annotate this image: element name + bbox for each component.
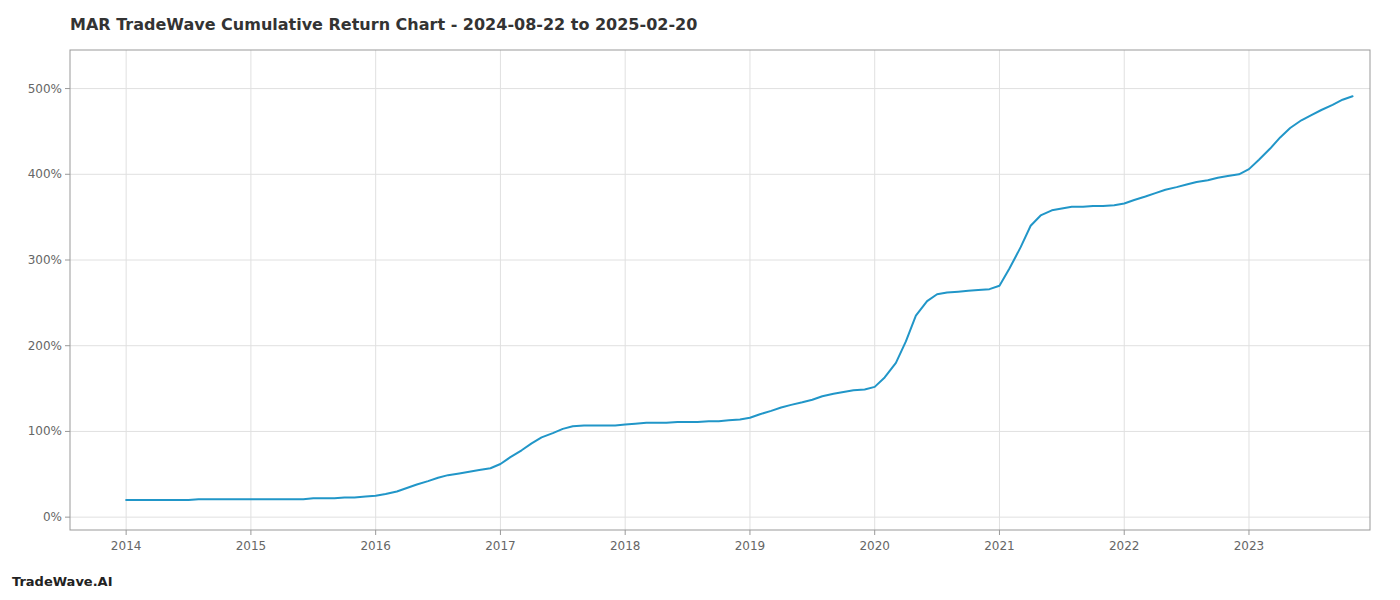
return-line: [126, 96, 1352, 500]
x-grid-line: [126, 50, 127, 530]
background: [0, 0, 1400, 600]
x-grid-line: [749, 50, 750, 530]
x-axis: 2014 2015 2016 2017 2018 2019 2020 2021 2022 2023: [111, 530, 1264, 553]
x-tick: [1248, 530, 1249, 535]
y-grid-line: [70, 517, 1370, 518]
x-tick: [874, 530, 875, 535]
grid: [70, 50, 1370, 530]
y-tick-label: 400%: [28, 167, 62, 181]
y-grid-line: [70, 260, 1370, 261]
y-grid-line: [70, 174, 1370, 175]
x-tick-label: 2018: [610, 539, 641, 553]
x-tick-label: 2021: [984, 539, 1015, 553]
plot-area: [126, 96, 1352, 500]
y-tick-label: 200%: [28, 339, 62, 353]
y-grid-line: [70, 88, 1370, 89]
x-tick: [999, 530, 1000, 535]
x-tick: [625, 530, 626, 535]
x-tick: [126, 530, 127, 535]
x-grid-line: [999, 50, 1000, 530]
y-axis: 0% 100% 200% 300% 400% 500%: [28, 82, 70, 525]
y-tick-label: 0%: [43, 510, 62, 524]
y-tick: [65, 517, 70, 518]
x-tick: [500, 530, 501, 535]
x-tick: [1124, 530, 1125, 535]
y-tick: [65, 88, 70, 89]
chart-svg: MAR TradeWave Cumulative Return Chart - …: [0, 0, 1400, 600]
x-grid-line: [874, 50, 875, 530]
x-tick-label: 2015: [236, 539, 267, 553]
x-grid-line: [625, 50, 626, 530]
y-tick: [65, 260, 70, 261]
y-tick: [65, 174, 70, 175]
x-tick-label: 2014: [111, 539, 142, 553]
x-grid-line: [500, 50, 501, 530]
x-grid-line: [1124, 50, 1125, 530]
x-grid-line: [375, 50, 376, 530]
x-tick-label: 2020: [859, 539, 890, 553]
y-tick-label: 500%: [28, 82, 62, 96]
watermark: TradeWave.AI: [12, 574, 113, 589]
x-tick: [749, 530, 750, 535]
x-grid-line: [1248, 50, 1249, 530]
x-tick-label: 2017: [485, 539, 516, 553]
x-tick-label: 2016: [360, 539, 391, 553]
y-grid-line: [70, 431, 1370, 432]
title: MAR TradeWave Cumulative Return Chart - …: [70, 15, 697, 34]
x-tick: [375, 530, 376, 535]
plot-frame: [70, 50, 1370, 530]
y-tick: [65, 431, 70, 432]
x-tick: [250, 530, 251, 535]
chart-container: MAR TradeWave Cumulative Return Chart - …: [0, 0, 1400, 600]
y-tick-label: 300%: [28, 253, 62, 267]
x-grid-line: [250, 50, 251, 530]
x-tick-label: 2022: [1109, 539, 1140, 553]
y-grid-line: [70, 345, 1370, 346]
x-tick-label: 2023: [1234, 539, 1265, 553]
x-tick-label: 2019: [735, 539, 766, 553]
y-tick-label: 100%: [28, 424, 62, 438]
y-tick: [65, 345, 70, 346]
